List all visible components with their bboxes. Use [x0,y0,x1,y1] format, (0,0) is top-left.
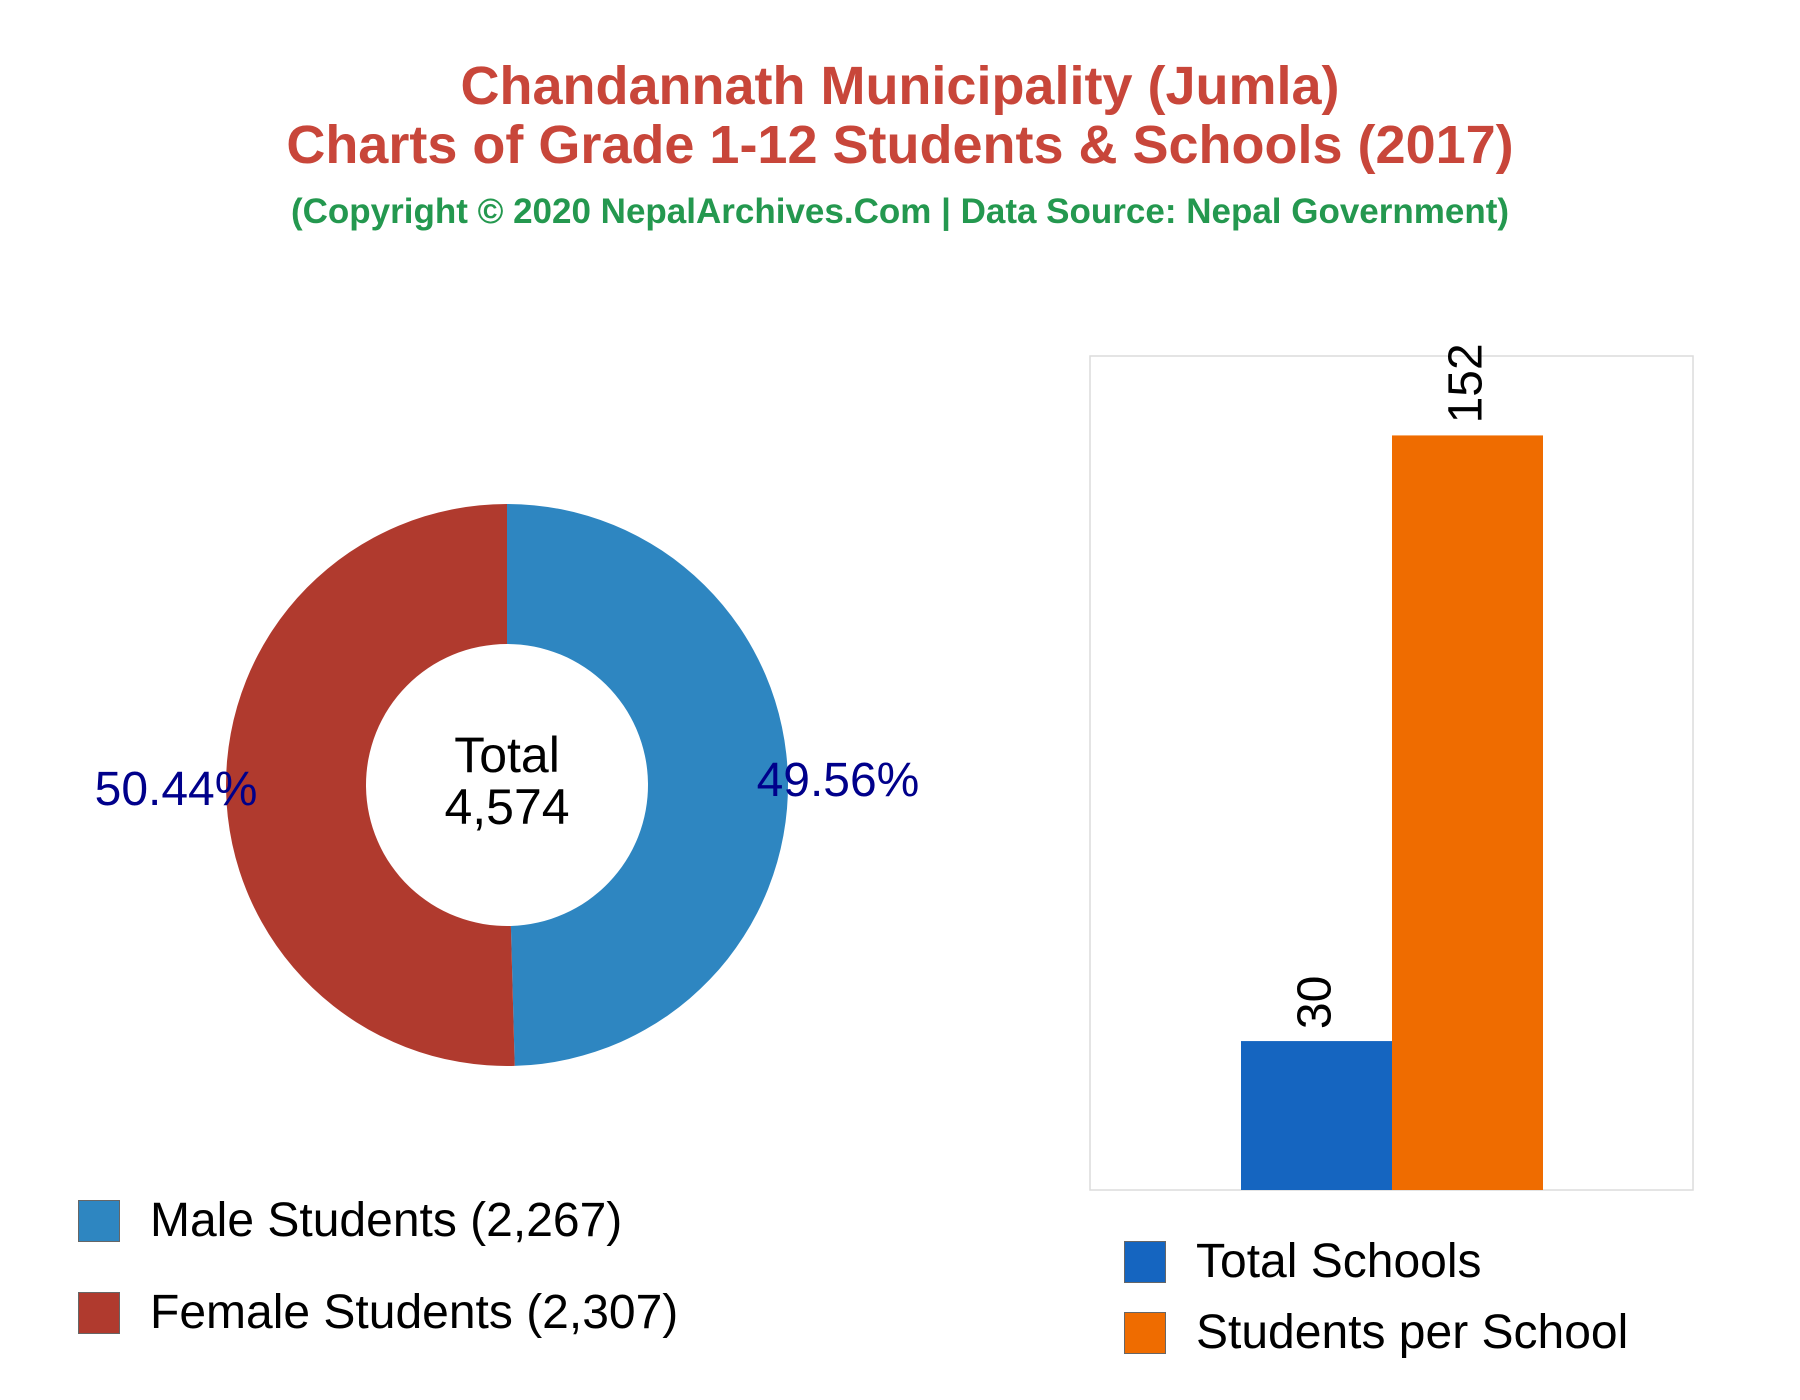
legend-label-male-students: Male Students (2,267) [150,1194,623,1247]
legend-item-male-students: Male Students (2,267) [78,1193,622,1248]
bar-total-schools [1241,1041,1392,1190]
bar-students-per-school [1392,435,1543,1190]
pie-slice-male [507,504,788,1066]
legend-item-female-students: Female Students (2,307) [78,1285,678,1340]
legend-swatch-female [78,1291,120,1334]
legend-label-students-per-school: Students per School [1196,1306,1629,1359]
legend-label-total-schools: Total Schools [1196,1235,1482,1288]
chart-title-line-1: Chandannath Municipality (Jumla) [460,56,1340,116]
chart-title-line-2: Charts of Grade 1-12 Students & Schools … [286,115,1514,175]
legend-label-female-students: Female Students (2,307) [150,1286,679,1339]
bar-value-label-total-schools: 30 [1289,976,1342,1029]
pie-slice-female [225,504,515,1066]
legend-item-total-schools: Total Schools [1124,1234,1482,1289]
bar-value-label-students-per-school: 152 [1440,343,1493,423]
legend-swatch-total-schools [1124,1240,1166,1283]
chart-subtitle: (Copyright © 2020 NepalArchives.Com | Da… [290,192,1510,231]
pie-percent-label-female: 50.44% [95,763,258,816]
donut-center-label: Total [454,727,560,783]
legend-swatch-students-per-school [1124,1311,1166,1354]
legend-swatch-male [78,1199,120,1242]
donut-center-total: 4,574 [444,779,569,835]
pie-percent-label-male: 49.56% [757,754,920,807]
legend-item-students-per-school: Students per School [1124,1305,1628,1360]
